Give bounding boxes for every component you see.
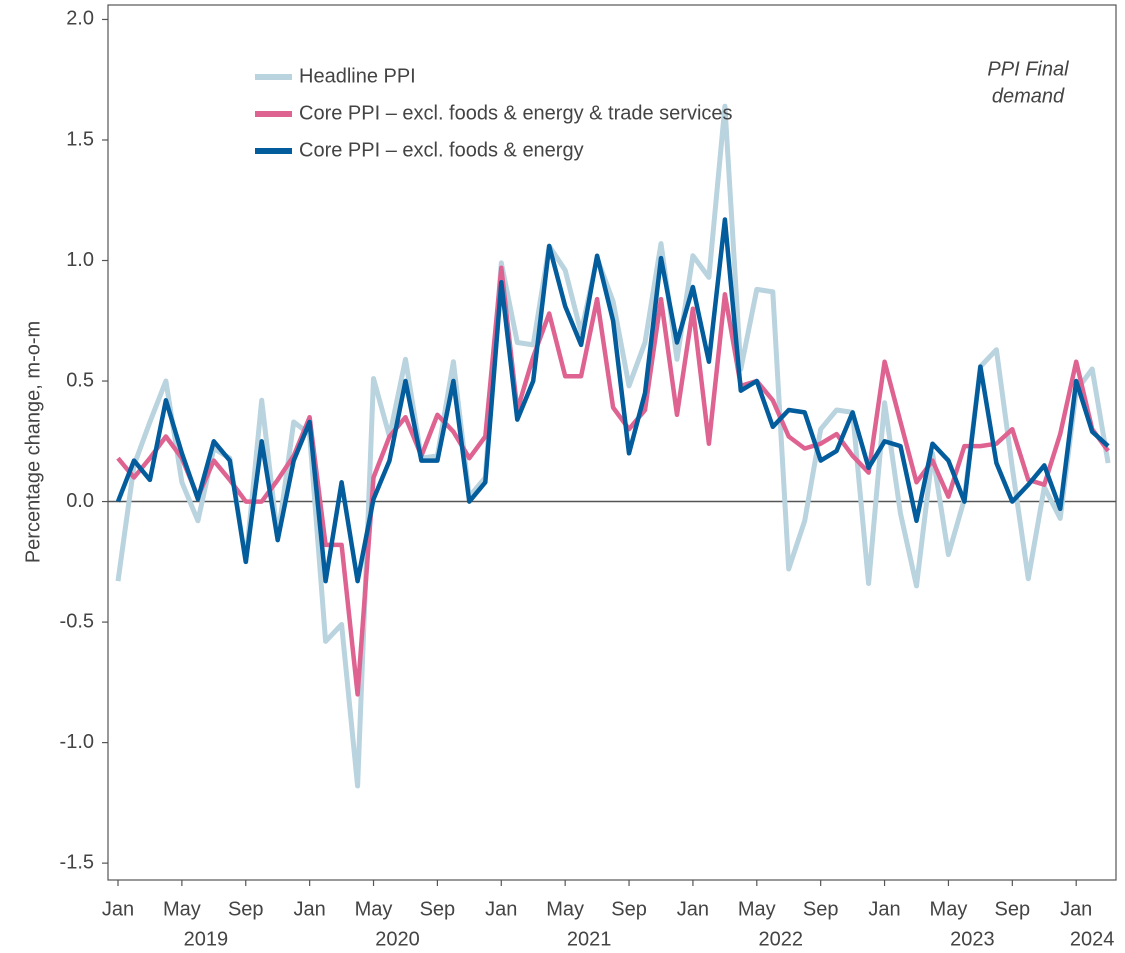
x-tick-label: May: [163, 898, 201, 920]
year-label: 2021: [567, 928, 612, 950]
x-tick-label: May: [546, 898, 584, 920]
annotation: PPI Final: [987, 58, 1069, 80]
x-tick-label: Sep: [803, 898, 839, 920]
x-tick-label: Jan: [102, 898, 134, 920]
y-tick-label: -1.5: [60, 851, 94, 873]
series-line: [115, 103, 1111, 789]
y-tick-label: 1.0: [66, 249, 94, 271]
x-tick-label: Jan: [1060, 898, 1092, 920]
y-tick-label: 2.0: [66, 8, 94, 30]
legend-label: Headline PPI: [299, 65, 416, 87]
legend-label: Core PPI – excl. foods & energy & trade …: [299, 102, 733, 124]
x-tick-label: Jan: [485, 898, 517, 920]
legend-label: Core PPI – excl. foods & energy: [299, 139, 584, 161]
x-tick-label: May: [930, 898, 968, 920]
x-tick-label: Sep: [611, 898, 647, 920]
y-tick-label: -0.5: [60, 610, 94, 632]
year-label: 2022: [759, 928, 804, 950]
year-label: 2020: [375, 928, 420, 950]
series-line: [115, 217, 1110, 584]
y-axis-label: Percentage change, m-o-m: [22, 321, 44, 563]
x-tick-label: May: [738, 898, 776, 920]
y-tick-label: 0.0: [66, 490, 94, 512]
x-tick-label: Jan: [868, 898, 900, 920]
x-tick-label: May: [355, 898, 393, 920]
x-tick-label: Sep: [420, 898, 456, 920]
x-tick-label: Sep: [228, 898, 264, 920]
year-label: 2023: [950, 928, 995, 950]
series-line: [116, 265, 1110, 697]
year-label: 2019: [184, 928, 229, 950]
year-label: 2024: [1070, 928, 1115, 950]
x-tick-label: Sep: [995, 898, 1031, 920]
y-tick-label: 0.5: [66, 369, 94, 391]
y-tick-label: 1.5: [66, 128, 94, 150]
x-tick-label: Jan: [294, 898, 326, 920]
plot-frame: [107, 4, 1117, 881]
annotation: demand: [992, 85, 1065, 107]
x-tick-label: Jan: [677, 898, 709, 920]
y-tick-label: -1.0: [60, 731, 94, 753]
